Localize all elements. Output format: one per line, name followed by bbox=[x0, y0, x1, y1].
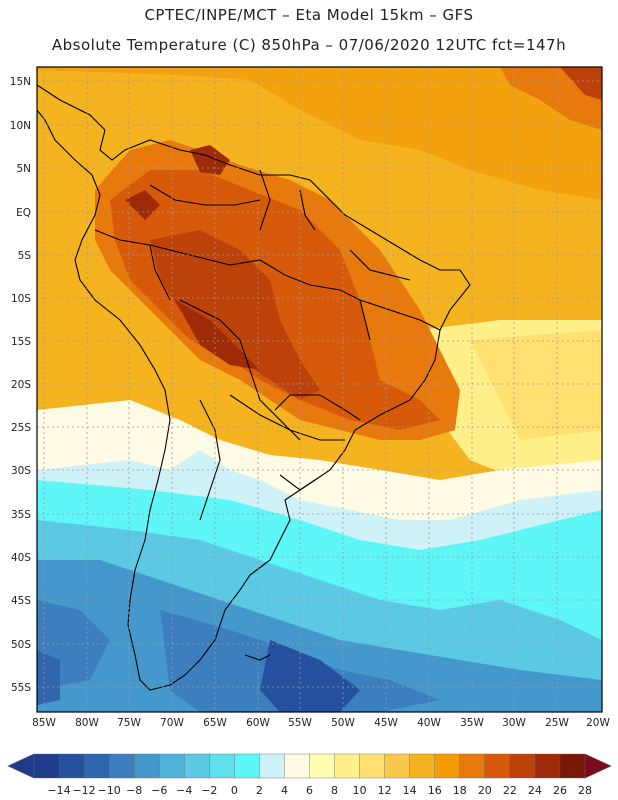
lat-label: 15N bbox=[10, 76, 31, 88]
colorbar-swatch bbox=[234, 753, 260, 779]
colorbar-tick-label: 6 bbox=[306, 784, 313, 797]
lat-label: 50S bbox=[11, 639, 31, 651]
colorbar-swatch bbox=[33, 753, 60, 779]
colorbar-tick-label: 28 bbox=[578, 784, 592, 797]
colorbar-tick-label: −2 bbox=[201, 784, 217, 797]
lat-label: 45S bbox=[11, 595, 31, 607]
temperature-field bbox=[37, 67, 602, 712]
colorbar-swatch bbox=[259, 753, 285, 779]
colorbar-tick-label: 18 bbox=[453, 784, 467, 797]
colorbar-tick-label: 8 bbox=[331, 784, 338, 797]
chart-title-line-1: CPTEC/INPE/MCT – Eta Model 15km – GFS bbox=[144, 6, 474, 24]
colorbar-swatch bbox=[409, 753, 436, 779]
colorbar-tick-label: −8 bbox=[126, 784, 142, 797]
lat-label: 5N bbox=[16, 163, 31, 175]
colorbar-tick-label: 26 bbox=[553, 784, 567, 797]
colorbar-swatch bbox=[108, 753, 135, 779]
colorbar-tick-label: 0 bbox=[231, 784, 238, 797]
lat-label: 10N bbox=[10, 120, 31, 132]
colorbar-tick-label: 12 bbox=[378, 784, 392, 797]
colorbar-swatch bbox=[309, 753, 336, 779]
colorbar-high-end bbox=[584, 753, 612, 779]
lat-label: 15S bbox=[11, 336, 31, 348]
lon-label: 25W bbox=[545, 717, 569, 729]
lat-label: 25S bbox=[11, 422, 31, 434]
lat-label: 5S bbox=[18, 250, 32, 262]
colorbar-swatch bbox=[209, 753, 235, 779]
colorbar-tick-label: 4 bbox=[281, 784, 288, 797]
colorbar-tick-label: 24 bbox=[528, 784, 542, 797]
colorbar-swatch bbox=[334, 753, 361, 779]
colorbar-tick-label: −12 bbox=[72, 784, 95, 797]
colorbar-swatch bbox=[159, 753, 185, 779]
lon-label: 20W bbox=[586, 717, 610, 729]
lon-label: 30W bbox=[502, 717, 526, 729]
colorbar-swatch bbox=[459, 753, 486, 779]
lat-label: 30S bbox=[11, 465, 31, 477]
colorbar-swatch bbox=[359, 753, 386, 779]
colorbar-low-end bbox=[7, 753, 35, 779]
lat-label: 10S bbox=[11, 293, 31, 305]
map-gridlines bbox=[37, 67, 602, 712]
plot-frame bbox=[36, 66, 603, 713]
lon-label: 60W bbox=[246, 717, 270, 729]
colorbar-tick-label: 10 bbox=[353, 784, 367, 797]
colorbar-tick-label: −14 bbox=[47, 784, 70, 797]
colorbar: −14 −12 −10 −8 −6 −4 −2 0 2 4 6 8 10 12 14 16 18 20 22 24 26… bbox=[7, 753, 612, 797]
lat-label: 20S bbox=[11, 379, 31, 391]
colorbar-tick-label: −4 bbox=[176, 784, 192, 797]
lon-label: 40W bbox=[417, 717, 441, 729]
colorbar-tick-label: 14 bbox=[403, 784, 417, 797]
lon-label: 50W bbox=[331, 717, 355, 729]
colorbar-swatch bbox=[133, 753, 160, 779]
colorbar-swatch bbox=[509, 753, 536, 779]
colorbar-tick-label: −10 bbox=[98, 784, 121, 797]
colorbar-tick-label: 2 bbox=[256, 784, 263, 797]
colorbar-swatch bbox=[384, 753, 411, 779]
colorbar-swatch bbox=[58, 753, 85, 779]
lat-label: 55S bbox=[11, 682, 31, 694]
colorbar-swatch bbox=[184, 753, 210, 779]
lon-label: 75W bbox=[117, 717, 141, 729]
colorbar-swatch bbox=[484, 753, 511, 779]
colorbar-tick-label: 20 bbox=[478, 784, 492, 797]
lon-label: 85W bbox=[32, 717, 56, 729]
colorbar-tick-label: 16 bbox=[428, 784, 442, 797]
lon-label: 80W bbox=[75, 717, 99, 729]
lat-label: 35S bbox=[11, 509, 31, 521]
colorbar-swatch bbox=[534, 753, 561, 779]
colorbar-swatch bbox=[434, 753, 461, 779]
coastlines bbox=[36, 84, 471, 691]
lat-label: 40S bbox=[11, 552, 31, 564]
lon-label: 70W bbox=[160, 717, 184, 729]
lon-label: 45W bbox=[374, 717, 398, 729]
colorbar-tick-label: −6 bbox=[151, 784, 167, 797]
lon-label: 65W bbox=[203, 717, 227, 729]
chart-title-line-2: Absolute Temperature (C) 850hPa – 07/06/… bbox=[51, 36, 567, 54]
lon-label: 35W bbox=[460, 717, 484, 729]
colorbar-swatch bbox=[83, 753, 110, 779]
lat-label: EQ bbox=[16, 207, 31, 219]
lon-label: 55W bbox=[288, 717, 312, 729]
colorbar-tick-label: 22 bbox=[503, 784, 517, 797]
colorbar-swatch bbox=[284, 753, 311, 779]
colorbar-swatch bbox=[559, 753, 586, 779]
